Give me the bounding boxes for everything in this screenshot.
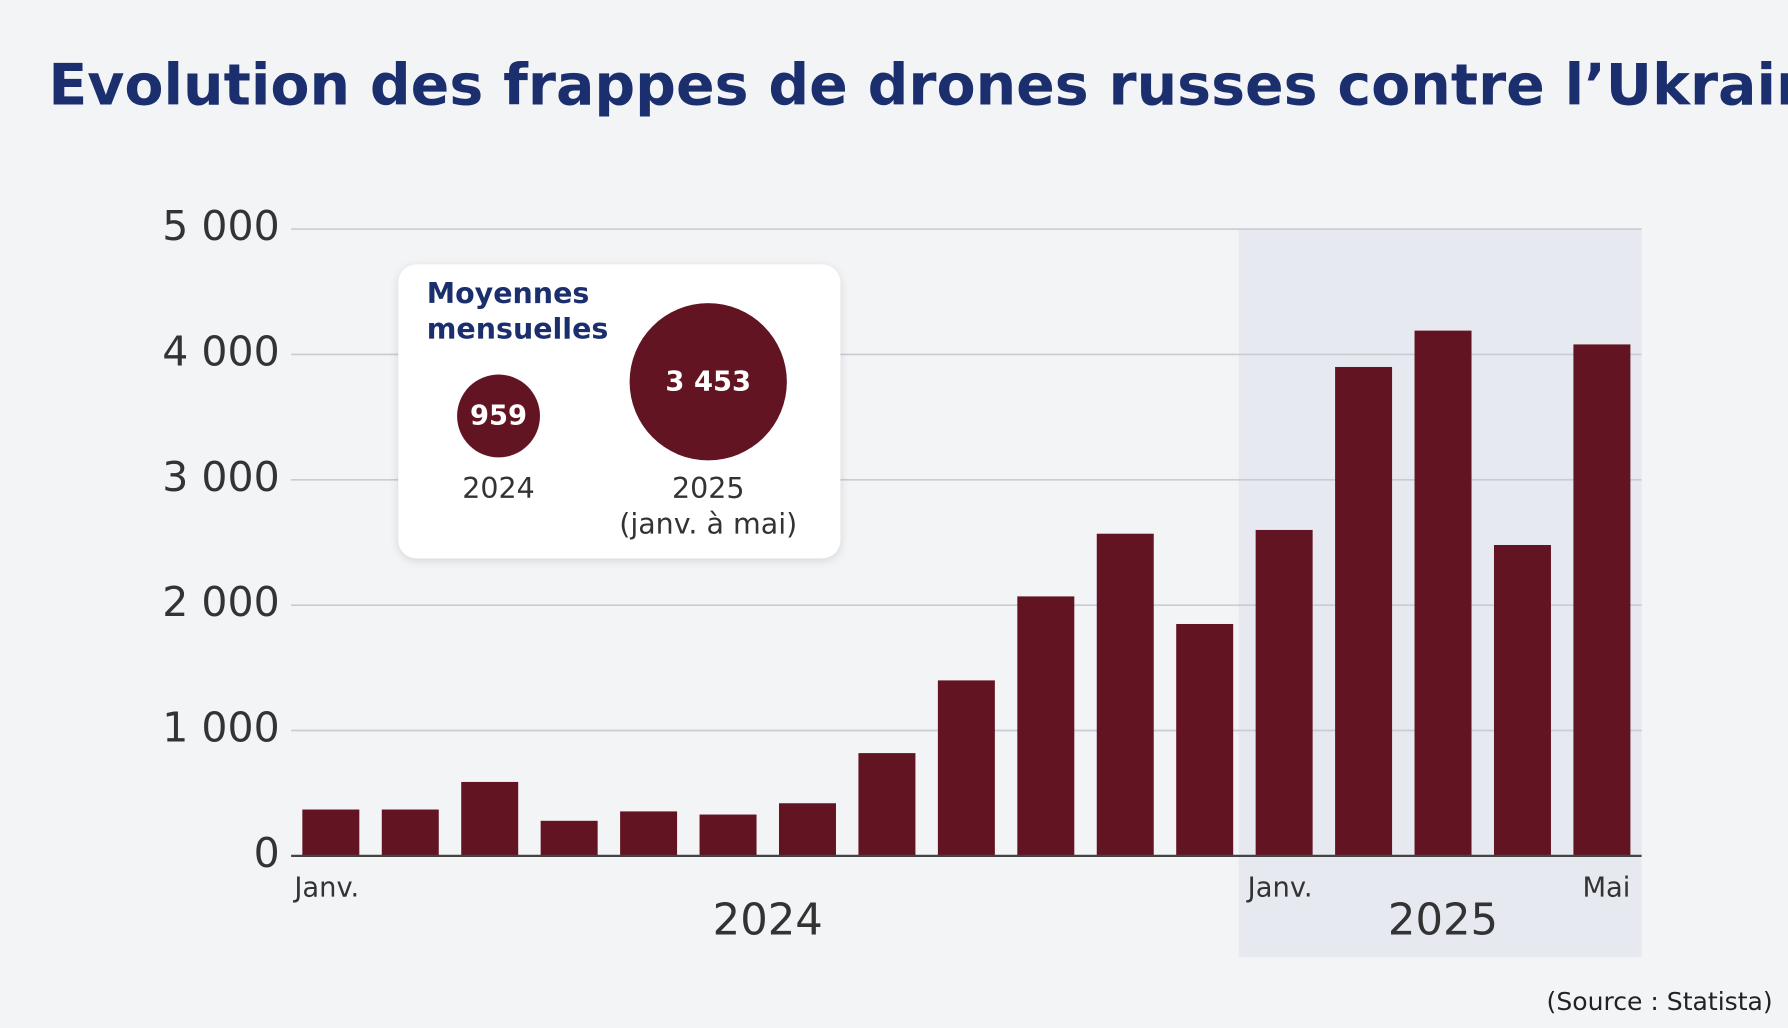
bubble — [629, 303, 787, 461]
inset-title: mensuelles — [427, 313, 609, 346]
bar — [381, 809, 439, 856]
bar — [937, 680, 995, 856]
bar — [778, 803, 836, 856]
bar — [620, 811, 678, 856]
bubble-note: (janv. à mai) — [619, 507, 797, 540]
bar — [302, 809, 360, 856]
period-label: 2024 — [713, 896, 823, 946]
bar — [1176, 623, 1234, 856]
bar — [540, 820, 598, 856]
x-tick-label: Janv. — [1246, 872, 1313, 903]
bar — [1573, 344, 1631, 856]
bubble — [457, 374, 540, 458]
chart-title: Evolution des frappes de drones russes c… — [48, 53, 1788, 119]
bar — [1255, 529, 1313, 856]
bar — [1493, 544, 1551, 856]
bar — [699, 814, 757, 856]
bar — [1335, 366, 1393, 856]
y-tick-label: 1 000 — [162, 704, 279, 752]
y-tick-label: 2 000 — [162, 578, 279, 626]
x-tick-label: Janv. — [292, 872, 359, 903]
y-tick-label: 3 000 — [162, 453, 279, 501]
bar — [1017, 596, 1075, 856]
bar — [461, 781, 519, 856]
bubble-year: 2024 — [462, 472, 535, 505]
y-tick-label: 5 000 — [162, 202, 279, 250]
x-tick-label: Mai — [1582, 872, 1630, 903]
period-label: 2025 — [1388, 896, 1498, 946]
source: (Source : Statista) — [1547, 987, 1773, 1016]
y-tick-label: 4 000 — [162, 327, 279, 375]
bar — [858, 753, 916, 856]
bubble-year: 2025 — [672, 472, 745, 505]
y-tick-label: 0 — [254, 829, 280, 877]
bubble-label: 959 — [470, 401, 527, 432]
bubble-label: 3 453 — [665, 366, 751, 397]
bar — [1414, 330, 1472, 856]
bar — [1096, 533, 1154, 856]
inset-title: Moyennes — [427, 277, 590, 310]
